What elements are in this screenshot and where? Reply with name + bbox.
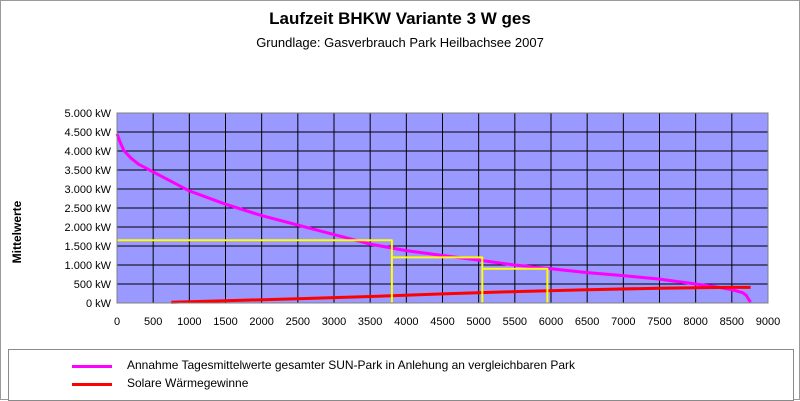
x-tick-label: 8500 [720, 316, 744, 328]
legend-swatch-red [72, 383, 112, 386]
x-tick-label: 2000 [249, 316, 273, 328]
y-tick-label: 0 kW [86, 298, 112, 310]
x-tick-label: 5000 [466, 316, 490, 328]
x-tick-label: 1000 [177, 316, 201, 328]
y-tick-label: 1.000 kW [65, 260, 112, 272]
legend-label: Solare Wärmegewinne [127, 376, 249, 390]
y-tick-label: 1.500 kW [65, 241, 112, 253]
chart-subtitle: Grundlage: Gasverbrauch Park Heilbachsee… [256, 35, 544, 50]
x-tick-label: 7500 [647, 316, 671, 328]
x-tick-label: 4500 [430, 316, 454, 328]
legend-label: Annahme Tagesmittelwerte gesamter SUN-Pa… [127, 358, 576, 372]
legend-swatch-magenta [72, 365, 112, 368]
x-tick-label: 5500 [503, 316, 527, 328]
y-tick-label: 5.000 kW [65, 108, 112, 120]
x-tick-label: 0 [114, 316, 120, 328]
series-line-bhkw-laufzeit-steps [117, 239, 549, 304]
x-tick-label: 9000 [756, 316, 780, 328]
chart-title: Laufzeit BHKW Variante 3 W ges [269, 9, 531, 28]
x-tick-label: 500 [144, 316, 162, 328]
x-tick-label: 7000 [611, 316, 635, 328]
y-tick-label: 2.000 kW [65, 222, 112, 234]
plot-border [116, 112, 769, 304]
x-tick-label: 4000 [394, 316, 418, 328]
legend: Annahme Tagesmittelwerte gesamter SUN-Pa… [8, 349, 794, 401]
y-tick-label: 2.500 kW [65, 203, 112, 215]
x-tick-label: 6500 [575, 316, 599, 328]
y-tick-label: 500 kW [74, 279, 112, 291]
x-tick-label: 1500 [213, 316, 237, 328]
y-tick-label: 3.500 kW [65, 165, 112, 177]
y-tick-label: 3.000 kW [65, 184, 112, 196]
x-tick-label: 6000 [539, 316, 563, 328]
series-line-solare-waermegewinne [171, 285, 751, 304]
x-tick-label: 3500 [358, 316, 382, 328]
x-tick-label: 8000 [683, 316, 707, 328]
y-tick-label: 4.000 kW [65, 146, 112, 158]
x-tick-label: 3000 [322, 316, 346, 328]
y-tick-label: 4.500 kW [65, 127, 112, 139]
x-tick-label: 2500 [286, 316, 310, 328]
